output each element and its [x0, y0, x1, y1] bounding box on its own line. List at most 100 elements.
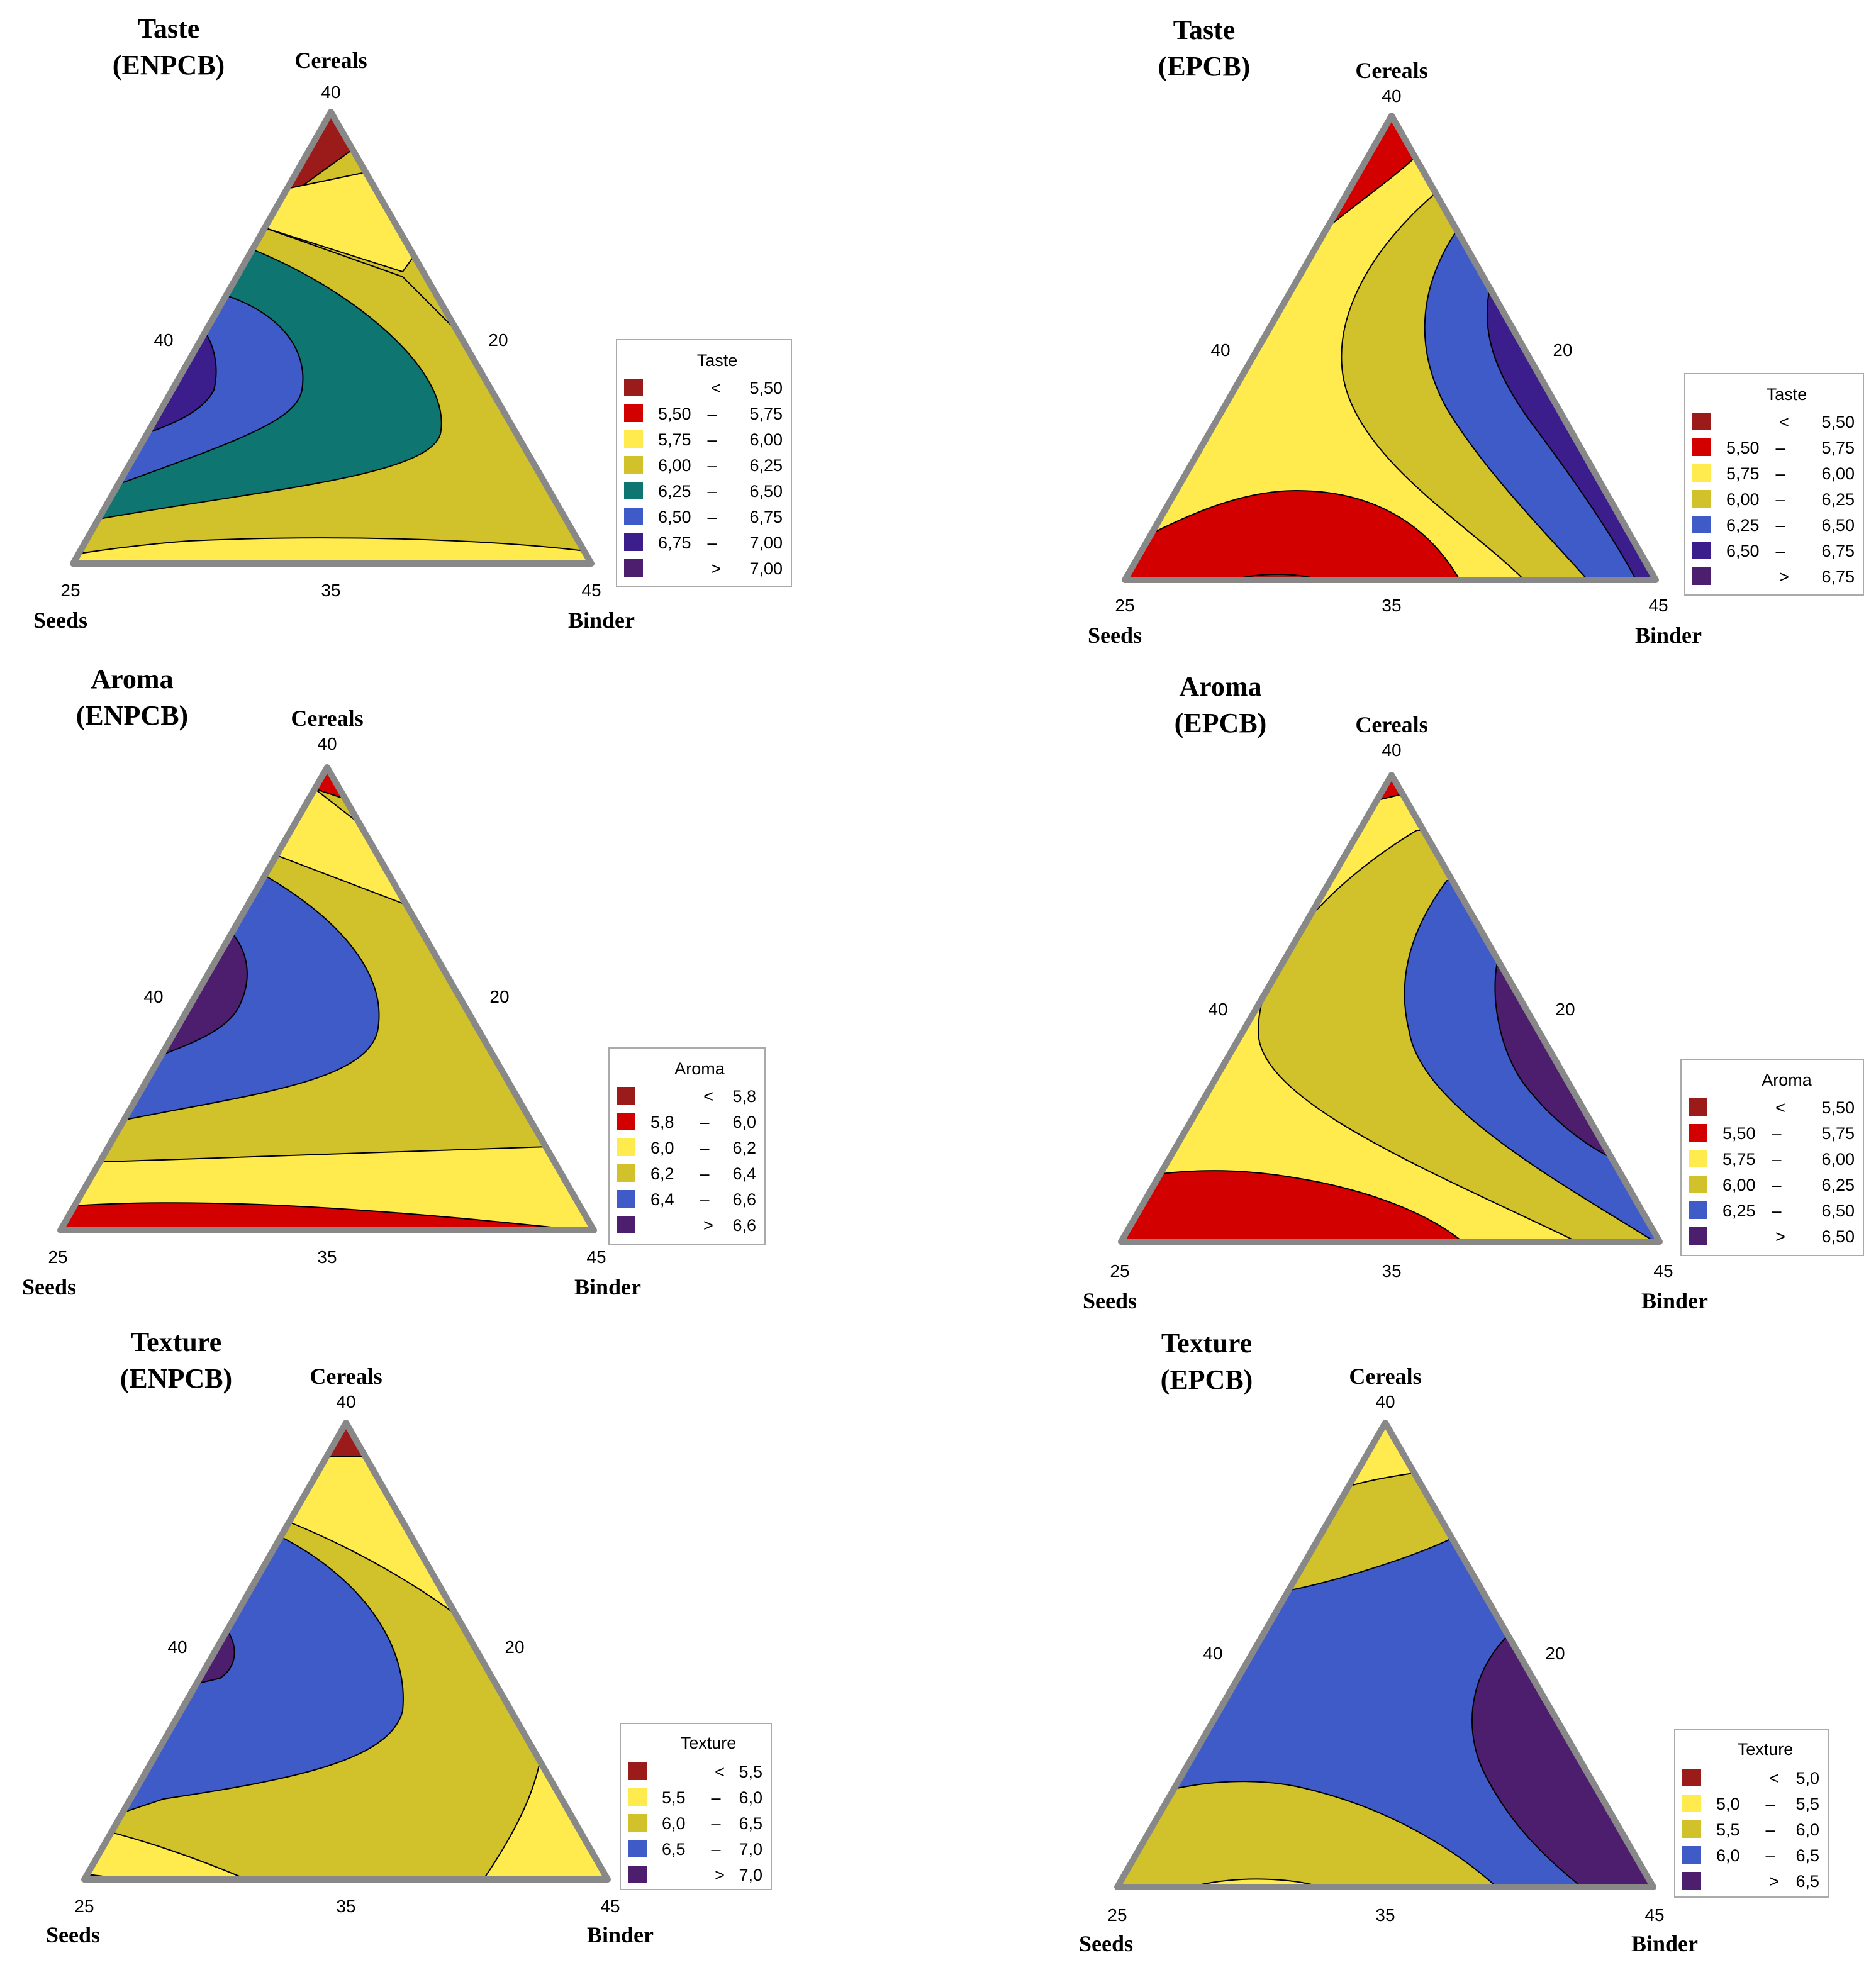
legend: Aroma <5,8 5,8 – 6,0 6,0 – 6,2 6,2 – 6,4 6,4 – 6,6 > 6… — [608, 1047, 766, 1245]
axis-label-cereals: Cereals — [294, 48, 367, 73]
legend-high: 6,5 — [1795, 1872, 1819, 1891]
legend-high: 6,00 — [1821, 1150, 1855, 1169]
tick-left: 25 — [1110, 1261, 1129, 1281]
legend-separator: – — [1772, 1176, 1781, 1194]
panel-title: Aroma — [1179, 671, 1261, 702]
axis-label-seeds: Seeds — [22, 1274, 76, 1300]
legend-swatch — [1689, 1098, 1707, 1116]
legend-high: 5,8 — [732, 1087, 756, 1106]
ternary-frame — [70, 109, 595, 567]
tick-bottom-mid: 35 — [1382, 1261, 1401, 1281]
legend-low: 5,0 — [1716, 1795, 1740, 1813]
legend-high: 5,75 — [1821, 1124, 1855, 1143]
legend-low: 5,50 — [1722, 1124, 1756, 1143]
legend-separator: – — [707, 456, 717, 475]
legend-title: Texture — [681, 1734, 737, 1752]
legend: Texture <5,0 5,0 – 5,5 5,5 – 6,0 6,0 – 6,5 > 6,5 — [1674, 1729, 1829, 1898]
legend-swatch — [1689, 1176, 1707, 1193]
panel-title: Aroma — [91, 664, 173, 694]
legend-swatch — [624, 559, 643, 577]
legend-low: 6,5 — [662, 1840, 686, 1859]
legend-swatch — [617, 1113, 635, 1130]
ternary-frame — [1122, 113, 1659, 583]
legend-high: 7,00 — [749, 533, 783, 552]
axis-label-binder: Binder — [568, 608, 635, 633]
axis-label-cereals: Cereals — [1349, 1364, 1421, 1389]
ternary-frame — [1118, 772, 1663, 1245]
tick-left: 25 — [1115, 596, 1134, 615]
legend-high: 6,25 — [1821, 490, 1855, 509]
legend-swatch — [1682, 1872, 1701, 1890]
legend-high: 6,50 — [1821, 516, 1855, 535]
legend-swatch — [624, 379, 643, 396]
legend-box — [1680, 1059, 1864, 1256]
tick-bottom-mid: 35 — [336, 1896, 355, 1916]
legend-separator: – — [711, 1788, 720, 1807]
legend-box — [620, 1723, 772, 1890]
tick-top: 40 — [321, 82, 340, 102]
legend-high: 5,75 — [749, 404, 783, 423]
legend-box — [616, 339, 792, 587]
tick-top: 40 — [1375, 1392, 1395, 1411]
legend-swatch — [1692, 413, 1711, 430]
tick-bottom-mid: 35 — [317, 1247, 337, 1267]
legend-low: 5,8 — [650, 1113, 674, 1132]
panel-subtitle: (EPCB) — [1175, 708, 1267, 738]
tick-left-mid: 40 — [1208, 999, 1227, 1019]
panel-title: Taste — [1173, 14, 1236, 45]
legend-swatch — [1692, 464, 1711, 482]
legend-separator: < — [711, 379, 721, 398]
axis-label-binder: Binder — [1631, 1931, 1698, 1956]
legend-swatch — [1689, 1227, 1707, 1245]
axis-label-seeds: Seeds — [1088, 623, 1142, 648]
legend-separator: – — [1765, 1795, 1775, 1813]
panel-title: Texture — [1161, 1328, 1252, 1359]
legend-swatch — [617, 1087, 635, 1105]
legend-separator: > — [1779, 567, 1789, 586]
legend-high: 5,50 — [749, 379, 783, 398]
legend-high: 5,5 — [739, 1762, 762, 1781]
legend-high: 6,50 — [1821, 1201, 1855, 1220]
legend-high: 6,5 — [1795, 1846, 1819, 1865]
legend-high: 7,00 — [749, 559, 783, 578]
panel-subtitle: (ENPCB) — [76, 700, 188, 731]
legend-separator: < — [715, 1762, 725, 1781]
legend-low: 6,25 — [658, 482, 691, 501]
legend-separator: – — [700, 1190, 709, 1209]
legend-low: 5,50 — [1726, 438, 1760, 457]
legend-high: 6,75 — [1821, 567, 1855, 586]
legend-swatch — [1692, 567, 1711, 585]
panel-aroma-epcb: Aroma (EPCB) Cereals 40 40 20 25 35 45 S… — [1083, 671, 1864, 1313]
legend-swatch — [628, 1762, 647, 1780]
legend: Aroma <5,505,50–5,755,75–6,006,00–6,256,… — [1680, 1059, 1864, 1256]
tick-right-mid: 20 — [489, 987, 509, 1006]
legend-high: 6,50 — [749, 482, 783, 501]
legend-high: 6,50 — [1821, 1227, 1855, 1246]
region-bottom-red — [1125, 490, 1466, 580]
legend-low: 6,00 — [1726, 490, 1760, 509]
legend-swatch — [624, 430, 643, 448]
legend-swatch — [1689, 1201, 1707, 1219]
tick-right: 45 — [600, 1896, 620, 1916]
ternary-frame — [1114, 1420, 1656, 1890]
legend-title: Aroma — [1762, 1071, 1812, 1089]
legend-box — [1674, 1729, 1829, 1898]
legend-high: 6,00 — [749, 430, 783, 449]
panel-subtitle: (EPCB) — [1161, 1364, 1253, 1395]
legend-swatch — [1682, 1769, 1701, 1786]
legend-separator: – — [707, 430, 717, 449]
tick-bottom-mid: 35 — [1375, 1905, 1395, 1925]
legend-low: 6,00 — [658, 456, 691, 475]
tick-right: 45 — [1653, 1261, 1673, 1281]
legend-separator: – — [1772, 1201, 1781, 1220]
legend-low: 6,0 — [662, 1814, 686, 1833]
legend-swatch — [1689, 1124, 1707, 1142]
tick-right-mid: 20 — [1545, 1644, 1565, 1663]
legend-high: 5,50 — [1821, 1098, 1855, 1117]
axis-label-cereals: Cereals — [1355, 712, 1427, 737]
legend-low: 6,0 — [1716, 1846, 1740, 1865]
legend-separator: – — [1772, 1150, 1781, 1169]
legend-separator: – — [700, 1164, 709, 1183]
tick-bottom-mid: 35 — [1382, 596, 1401, 615]
legend-low: 6,25 — [1726, 516, 1760, 535]
